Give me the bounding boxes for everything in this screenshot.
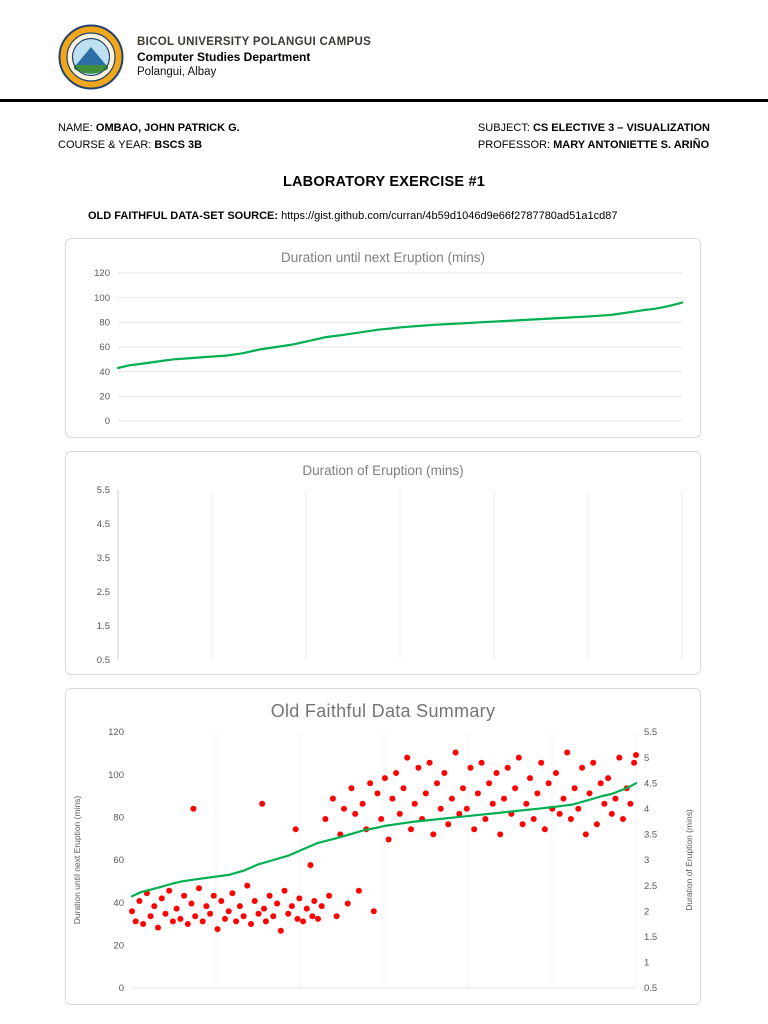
eruption-empty-chart: 0.5 1.5 2.5 3.5 4.5 5.5 <box>97 485 683 666</box>
svg-text:1.5: 1.5 <box>644 932 657 943</box>
subject-label: SUBJECT: <box>477 122 530 134</box>
svg-text:60: 60 <box>113 855 124 866</box>
summary-combo-chart: 0 20 40 60 80 100 120 0.5 1 1.5 2 2.5 3 3.5 4 4.5 5 5.5 Du… <box>72 727 694 994</box>
waiting-line-chart: 0 20 40 60 80 100 120 <box>94 268 684 427</box>
name-label: NAME: <box>58 122 93 134</box>
svg-text:2.5: 2.5 <box>644 881 657 892</box>
professor-value: MARY ANTONIETTE S. ARIÑO <box>553 139 710 151</box>
svg-text:20: 20 <box>99 392 110 403</box>
name-value: OMBAO, JOHN PATRICK G. <box>95 122 240 134</box>
svg-text:3.5: 3.5 <box>97 553 110 564</box>
svg-text:1.5: 1.5 <box>97 621 110 632</box>
svg-text:100: 100 <box>94 293 110 304</box>
svg-text:80: 80 <box>113 813 124 824</box>
svg-text:0.5: 0.5 <box>644 983 657 994</box>
eruption-chart-title: Duration of Eruption (mins) <box>302 463 464 478</box>
professor-label: PROFESSOR: <box>477 139 551 151</box>
svg-text:0.5: 0.5 <box>97 655 110 666</box>
svg-text:1: 1 <box>644 958 649 969</box>
svg-text:Duration until next Eruption (: Duration until next Eruption (mins) <box>72 796 82 925</box>
dataset-source-line: OLD FAITHFUL DATA-SET SOURCE: https://gi… <box>88 210 768 222</box>
svg-text:3: 3 <box>644 855 649 866</box>
course-field: COURSE & YEAR: BSCS 3B <box>58 139 240 151</box>
professor-field: PROFESSOR: MARY ANTONIETTE S. ARIÑO <box>478 139 710 151</box>
letterhead-text: BICOL UNIVERSITY POLANGUI CAMPUS Compute… <box>137 36 371 78</box>
waiting-line-chart-box: Duration until next Eruption (mins) 0 20 4… <box>65 238 701 438</box>
name-field: NAME: OMBAO, JOHN PATRICK G. <box>58 122 240 134</box>
svg-text:4.5: 4.5 <box>97 519 110 530</box>
subject-field: SUBJECT: CS ELECTIVE 3 – VISUALIZATION <box>478 122 710 134</box>
svg-text:100: 100 <box>108 770 124 781</box>
svg-text:0: 0 <box>105 416 110 427</box>
svg-text:Duration of Eruption (mins): Duration of Eruption (mins) <box>684 809 694 911</box>
svg-text:4: 4 <box>644 804 649 815</box>
svg-text:40: 40 <box>113 898 124 909</box>
svg-text:120: 120 <box>108 727 124 738</box>
dataset-source-url: https://gist.github.com/curran/4b59d1046… <box>281 210 618 222</box>
university-name: BICOL UNIVERSITY POLANGUI CAMPUS <box>137 36 372 48</box>
student-info-right: SUBJECT: CS ELECTIVE 3 – VISUALIZATION P… <box>478 122 710 156</box>
course-value: BSCS 3B <box>154 139 203 151</box>
svg-text:2.5: 2.5 <box>97 587 110 598</box>
dataset-source-label: OLD FAITHFUL DATA-SET SOURCE: <box>88 210 279 222</box>
svg-text:40: 40 <box>99 367 110 378</box>
lab-exercise-title: LABORATORY EXERCISE #1 <box>282 174 486 190</box>
summary-chart-title: Old Faithful Data Summary <box>270 701 496 721</box>
eruption-empty-chart-box: Duration of Eruption (mins) 0.5 1.5 2.5 3.5… <box>65 451 701 675</box>
course-label: COURSE & YEAR: <box>58 139 152 151</box>
waiting-chart-title: Duration until next Eruption (mins) <box>280 250 486 265</box>
svg-text:5.5: 5.5 <box>97 485 110 496</box>
svg-text:3.5: 3.5 <box>644 830 657 841</box>
svg-text:80: 80 <box>99 318 110 329</box>
svg-text:2: 2 <box>644 906 649 917</box>
svg-text:120: 120 <box>94 268 110 279</box>
student-info-left: NAME: OMBAO, JOHN PATRICK G. COURSE & YE… <box>58 122 240 156</box>
header-divider <box>0 99 768 102</box>
letterhead: BICOL UNIVERSITY POLANGUI CAMPUS Compute… <box>0 0 768 90</box>
subject-value: CS ELECTIVE 3 – VISUALIZATION <box>532 122 710 134</box>
campus-location: Polangui, Albay <box>137 66 217 78</box>
summary-combo-chart-box: Old Faithful Data Summary 0 20 40 60 80 100 12… <box>65 688 701 1005</box>
svg-text:0: 0 <box>119 983 124 994</box>
svg-text:20: 20 <box>113 941 124 952</box>
svg-text:4.5: 4.5 <box>644 778 657 789</box>
department-name: Computer Studies Department <box>137 50 311 64</box>
svg-text:5: 5 <box>644 753 649 764</box>
svg-text:5.5: 5.5 <box>644 727 657 738</box>
student-info-block: NAME: OMBAO, JOHN PATRICK G. COURSE & YE… <box>0 102 768 156</box>
svg-text:60: 60 <box>99 342 110 353</box>
university-logo-icon <box>58 24 124 90</box>
